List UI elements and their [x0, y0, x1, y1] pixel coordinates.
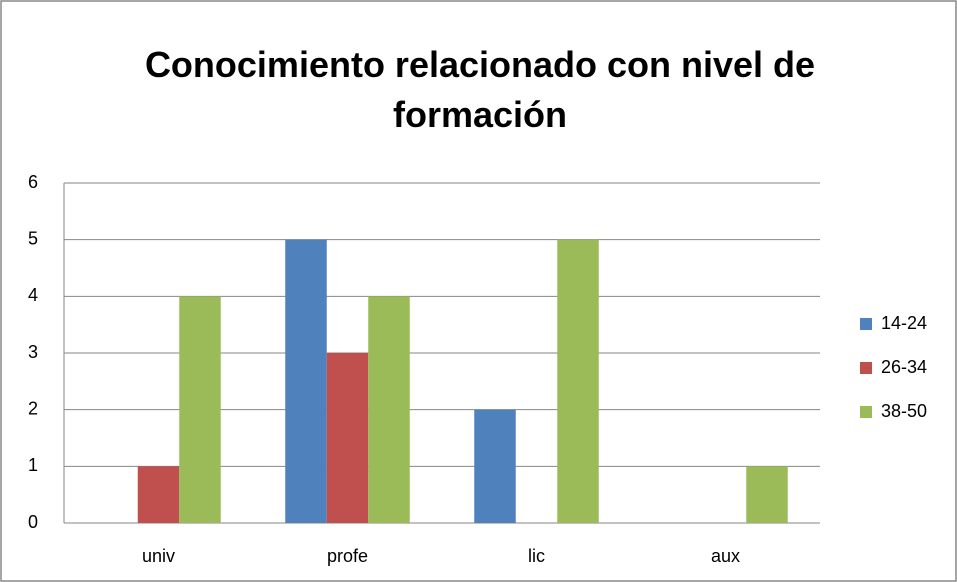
legend-label: 38-50 — [881, 401, 927, 421]
y-tick-label: 5 — [28, 228, 38, 248]
y-tick-label: 4 — [28, 285, 38, 305]
x-tick-label: profe — [327, 546, 368, 566]
x-tick-label: aux — [711, 546, 740, 566]
y-tick-label: 2 — [28, 398, 38, 418]
y-tick-label: 0 — [28, 512, 38, 532]
x-tick-label: univ — [142, 546, 175, 566]
x-tick-label: lic — [528, 546, 545, 566]
y-tick-label: 3 — [28, 342, 38, 362]
legend-label: 26-34 — [881, 357, 927, 377]
bar — [557, 239, 599, 523]
legend-label: 14-24 — [881, 313, 927, 333]
legend-swatch — [860, 318, 872, 330]
y-tick-label: 1 — [28, 455, 38, 475]
legend-swatch — [860, 406, 872, 418]
bar — [179, 296, 221, 523]
bar — [368, 296, 410, 523]
y-tick-label: 6 — [28, 172, 38, 192]
bar — [474, 409, 516, 523]
bar — [285, 239, 327, 523]
chart-title: Conocimiento relacionado con nivel de fo… — [144, 44, 816, 135]
bar — [326, 353, 369, 523]
legend-swatch — [860, 362, 872, 374]
bar — [137, 466, 180, 523]
bar — [746, 466, 788, 523]
